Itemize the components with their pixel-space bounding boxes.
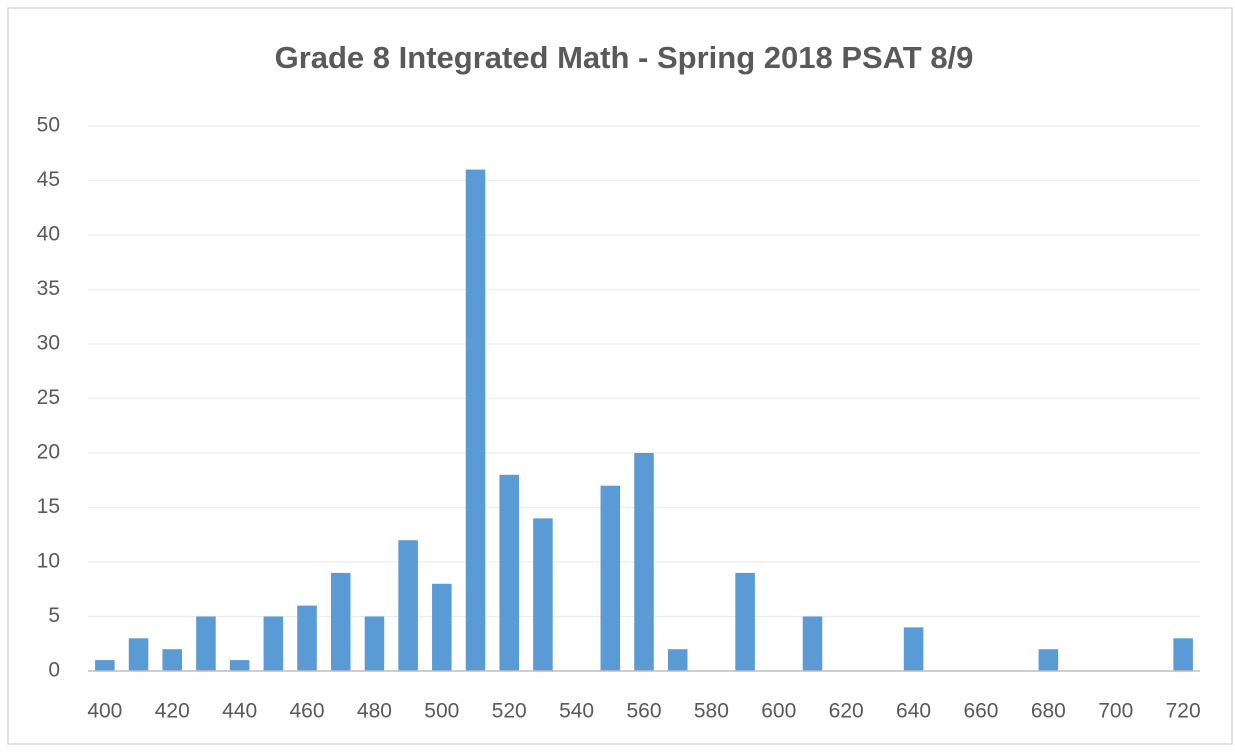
bar [229,660,250,671]
x-tick-label: 480 [357,700,392,723]
y-tick-label: 25 [37,386,60,409]
x-tick-label: 540 [559,700,594,723]
x-tick-label: 660 [963,700,998,723]
bar [196,616,216,671]
bar [667,649,688,671]
y-tick-label: 0 [48,659,60,682]
x-tick-label: 500 [424,700,459,723]
x-tick-label: 560 [626,700,661,723]
x-tick-label: 600 [761,700,796,723]
x-tick-label: 680 [1031,700,1066,723]
bar [162,649,183,671]
bar [634,453,654,671]
bar [330,572,351,671]
bar [297,605,317,671]
bar [735,572,755,671]
bar [1173,638,1193,671]
x-tick-label: 440 [222,700,257,723]
x-tick-label: 520 [492,700,527,723]
bar [128,638,149,671]
y-tick-label: 30 [37,332,60,355]
x-tick-label: 700 [1098,700,1133,723]
x-tick-label: 580 [694,700,729,723]
x-tick-label: 620 [829,700,864,723]
bar [499,474,519,671]
bar [802,616,823,671]
bar [903,627,924,671]
bar [533,518,553,671]
bar [1038,649,1059,671]
chart-title: Grade 8 Integrated Math - Spring 2018 PS… [275,40,974,75]
y-tick-label: 10 [37,550,60,573]
bar [398,540,418,671]
x-tick-label: 720 [1166,700,1201,723]
x-tick-label: 460 [290,700,325,723]
y-tick-label: 15 [37,495,60,518]
bar [95,660,115,671]
y-tick-label: 20 [37,441,60,464]
y-tick-label: 45 [37,168,60,191]
x-tick-label: 420 [155,700,190,723]
y-tick-label: 35 [37,277,60,300]
x-tick-label: 400 [87,700,122,723]
y-tick-label: 5 [48,604,60,627]
bar [364,616,385,671]
y-tick-label: 40 [37,223,60,246]
x-tick-label: 640 [896,700,931,723]
bar [600,485,621,671]
bar [432,583,452,671]
bar [263,616,284,671]
y-tick-label: 50 [37,114,60,137]
bar [465,169,486,671]
